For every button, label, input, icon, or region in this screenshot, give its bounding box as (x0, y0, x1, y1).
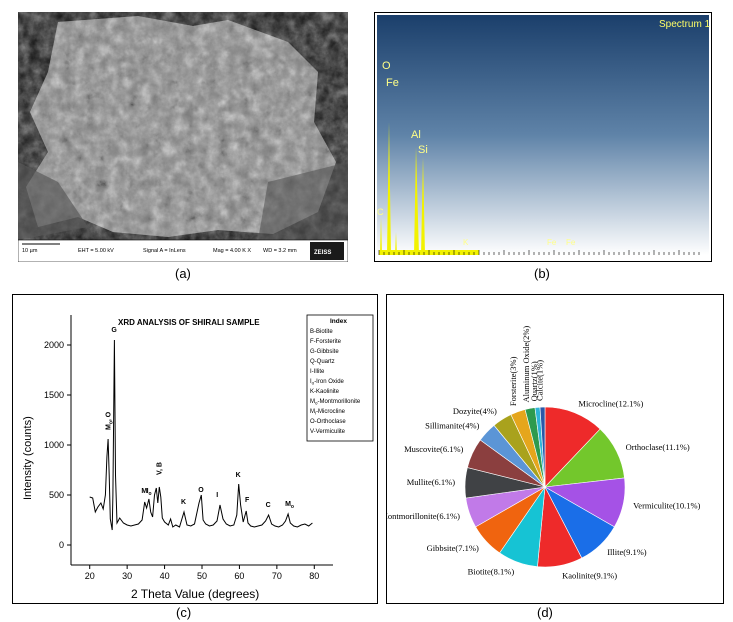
zeiss-logo-text: ZEISS (314, 250, 331, 256)
peak-label-c: C (377, 207, 384, 217)
xrd-x-tick-label: 80 (309, 571, 319, 581)
xrd-legend-entry: I-Illite (310, 369, 325, 375)
eds-spectrum: Spectrum 1 O Fe Al Si C K Fe Fe (374, 12, 712, 262)
pie-slice-label: Vermiculite(10.1%) (633, 500, 700, 510)
xrd-legend-entry: Mo-Montmorillonite (310, 399, 361, 406)
zeiss-logo (310, 242, 344, 260)
sem-micrograph: 10 µm EHT = 5.00 kV Signal A = InLens Ma… (17, 12, 349, 263)
xrd-legend-entry: F-Forsterite (310, 339, 342, 345)
xrd-series-line (89, 339, 313, 531)
xrd-peak-label: I (216, 492, 218, 499)
peak-label-k: K (463, 238, 469, 247)
pie-slice-label: Muscovite(6.1%) (404, 444, 463, 454)
pie-slice-label: Quartz(1%) (529, 361, 539, 401)
xrd-peak-label: M (141, 488, 147, 495)
xrd-y-tick-label: 2000 (44, 340, 64, 350)
xrd-legend-entry: Io-Iron Oxide (310, 379, 345, 386)
xrd-ylabel: Intensity (counts) (22, 416, 34, 500)
xrd-legend: Index B-Biotite F-Forsterite G-Gibbsite Q-Q… (306, 314, 374, 442)
peak-al (414, 147, 419, 255)
peak-o (387, 122, 391, 255)
xrd-legend-entry: G-Gibbsite (310, 349, 339, 355)
pie-slice-label: Mullite(6.1%) (407, 477, 456, 487)
panel-d: Microcline(12.1%) Orthoclase(11.1%) Vermic… (380, 294, 724, 604)
xrd-legend-entry: Mi-Microcline (310, 409, 346, 416)
energy-axis-ticks (378, 250, 700, 255)
xrd-y-tick-label: 1500 (44, 390, 64, 400)
xrd-peak-label: C (266, 502, 271, 509)
eht-label: EHT = 5.00 kV (78, 248, 114, 254)
xrd-peak-label: K (181, 499, 186, 506)
pie-slice-label: Kaolinite(9.1%) (562, 570, 617, 580)
xrd-x-tick-label: 30 (122, 571, 132, 581)
peak-si (421, 157, 425, 255)
xrd-x-tick-label: 20 (85, 571, 95, 581)
xrd-peak-label: Mo (285, 501, 294, 510)
peak-k (466, 250, 468, 255)
peak-fe-l (395, 232, 397, 255)
xrd-legend-box (306, 314, 374, 442)
xrd-x-tick-label: 40 (160, 571, 170, 581)
peak-label-fe-3: Fe (566, 238, 576, 247)
wd-label: WD = 3.2 mm (263, 248, 297, 254)
pie-slice (544, 406, 601, 488)
xrd-x-tick-label: 70 (272, 571, 282, 581)
xrd-y-tick-label: 1000 (44, 440, 64, 450)
xrd-legend-entry: V-Vermiculite (310, 429, 346, 435)
xrd-peak-label: O (198, 487, 204, 494)
pie-slice-label: Microcline(12.1%) (578, 398, 643, 408)
caption-c: (c) (176, 605, 192, 620)
pie-slice-label: Sillimanite(4%) (425, 420, 479, 430)
xrd-x-tick-label: 50 (197, 571, 207, 581)
xrd-legend-entry: Q-Quartz (310, 359, 335, 365)
mineral-pie-chart: Microcline(12.1%) Orthoclase(11.1%) Vermic… (380, 326, 700, 581)
caption-b: (b) (534, 266, 550, 281)
panel-b: Spectrum 1 O Fe Al Si C K Fe Fe (374, 12, 712, 262)
pie-slice-label: Orthoclase(11.1%) (626, 442, 690, 452)
xrd-legend-entry: B-Biotite (310, 329, 333, 335)
xrd-y-tick-label: 500 (49, 490, 64, 500)
spectrum-title: Spectrum 1 (659, 19, 711, 30)
pie-slice-label: Dozyite(4%) (453, 406, 497, 416)
xrd-xlabel: 2 Theta Value (degrees) (131, 587, 259, 601)
xrd-peak-label: Mo, O (106, 411, 115, 430)
pie-slice-label: Aluminum Oxide(2%) (521, 326, 531, 403)
xrd-chart: XRD ANALYSIS OF SHIRALI SAMPLE Intensity… (22, 314, 374, 601)
xrd-y-tick-label: 0 (59, 540, 64, 550)
mag-label: Mag = 4.00 K X (213, 248, 251, 254)
peak-c (380, 217, 382, 255)
pie-slice-label: Biotite(8.1%) (468, 567, 515, 577)
peak-label-o: O (382, 60, 391, 72)
xrd-peak-label: G (111, 327, 117, 334)
scale-bar-label: 10 µm (22, 248, 38, 254)
xrd-legend-entry: O-Orthoclase (310, 419, 346, 425)
xrd-peak-label: V, B (157, 462, 164, 475)
pie-slice-label: Montmorillonite(6.1%) (387, 511, 460, 521)
peak-label-al: Al (411, 129, 421, 141)
pie-slice (539, 406, 546, 488)
xrd-peak-label: F (245, 497, 250, 504)
panel-c: XRD ANALYSIS OF SHIRALI SAMPLE Intensity… (12, 294, 378, 604)
pie-slice-label: Illite(9.1%) (607, 547, 647, 557)
signal-label: Signal A = InLens (143, 248, 186, 254)
caption-d: (d) (537, 605, 553, 620)
xrd-peak-label: Io (147, 488, 152, 497)
pie-slice-label: Gibbsite(7.1%) (427, 543, 479, 553)
xrd-legend-title: Index (330, 318, 347, 325)
xrd-peak-label: K (236, 472, 241, 479)
caption-a: (a) (175, 266, 191, 281)
xrd-title: XRD ANALYSIS OF SHIRALI SAMPLE (118, 318, 260, 327)
peak-label-si: Si (418, 144, 428, 156)
pie-slice-label: Forsterite(3%) (508, 356, 518, 406)
pie-slice-label: Calcite(1%) (534, 360, 544, 401)
peak-label-fe-2: Fe (547, 238, 557, 247)
panel-a: 10 µm EHT = 5.00 kV Signal A = InLens Ma… (17, 12, 349, 263)
peak-label-fe: Fe (386, 77, 399, 89)
xrd-x-tick-label: 60 (234, 571, 244, 581)
xrd-legend-entry: K-Kaolinite (310, 389, 340, 395)
